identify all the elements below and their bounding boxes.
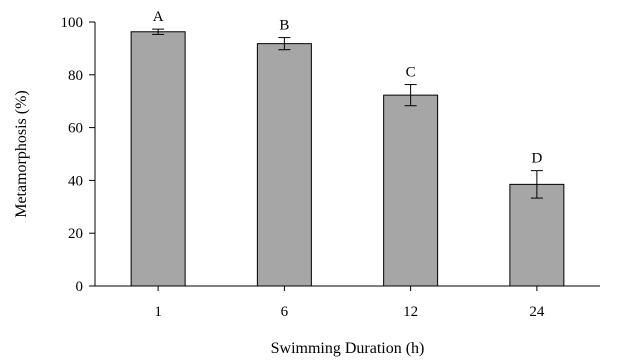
bar bbox=[130, 31, 186, 287]
bars-group: A B C D bbox=[130, 9, 565, 287]
x-axis-ticks: 1 6 12 24 bbox=[154, 286, 545, 320]
bar bbox=[256, 43, 312, 287]
y-axis-ticks: 0 20 40 60 80 100 bbox=[61, 15, 95, 295]
bar bbox=[383, 94, 439, 287]
significance-label: B bbox=[279, 18, 289, 34]
y-tick-label: 80 bbox=[68, 68, 83, 84]
x-tick-label: 1 bbox=[154, 304, 162, 320]
x-tick-label: 24 bbox=[529, 304, 545, 320]
y-tick-label: 100 bbox=[61, 15, 84, 31]
y-axis-label: Metamorphosis (%) bbox=[13, 90, 30, 218]
y-tick-label: 60 bbox=[68, 121, 83, 137]
x-axis-label: Swimming Duration (h) bbox=[271, 340, 425, 357]
significance-label: C bbox=[406, 65, 416, 81]
y-tick-label: 0 bbox=[76, 279, 84, 295]
y-tick-label: 40 bbox=[68, 173, 83, 189]
significance-label: D bbox=[531, 151, 542, 167]
x-tick-label: 6 bbox=[281, 304, 289, 320]
y-tick-label: 20 bbox=[68, 226, 83, 242]
x-tick-label: 12 bbox=[403, 304, 418, 320]
bar bbox=[509, 183, 565, 287]
significance-label: A bbox=[153, 9, 164, 25]
